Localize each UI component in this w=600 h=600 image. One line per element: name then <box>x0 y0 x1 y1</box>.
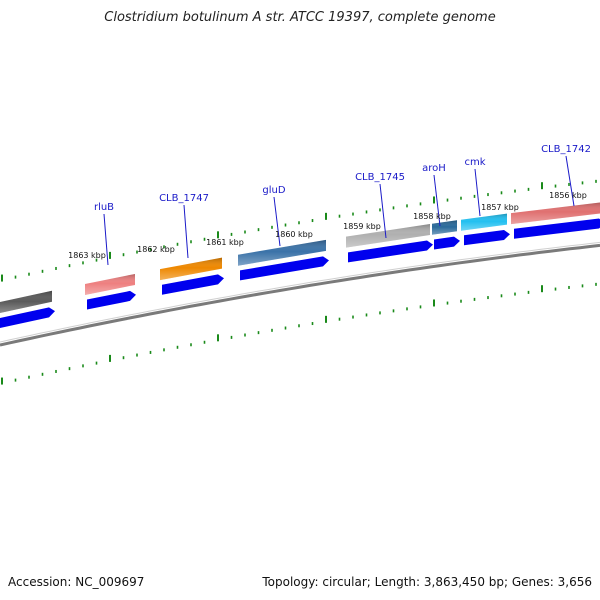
feature-bar-shade <box>238 239 326 266</box>
gene-leader-line <box>474 168 481 217</box>
gene-label: CLB_1745 <box>355 172 405 183</box>
cds-arrow <box>434 236 460 250</box>
kbp-marker: 1863 kbp <box>68 251 106 260</box>
cds-track <box>0 218 600 329</box>
gene-leader-line <box>433 174 441 227</box>
feature-bar-shade <box>346 224 430 248</box>
feature-bar-shade <box>0 290 52 314</box>
cds-arrow <box>514 218 600 239</box>
gene-labels: rluB CLB_1747 gluD CLB_1745 aroH cmk CLB_1742 <box>94 144 591 266</box>
gene-leader-line <box>379 183 387 239</box>
kbp-marker: 1856 kbp <box>549 191 587 200</box>
cds-arrow <box>348 240 433 263</box>
feature-bar-shade <box>511 202 600 225</box>
backbone-highlight <box>0 241 600 343</box>
gene-label: CLB_1747 <box>159 193 209 204</box>
cds-arrow <box>0 307 55 329</box>
genome-backbone <box>0 241 600 347</box>
cds-arrow <box>464 229 510 246</box>
accession-text: Accession: NC_009697 <box>8 575 145 589</box>
kbp-marker: 1859 kbp <box>343 222 381 231</box>
feature-bar-shade <box>85 273 135 295</box>
gene-label: gluD <box>262 185 285 196</box>
feature-bar-shade <box>432 220 457 235</box>
kbp-marker: 1860 kbp <box>275 230 313 239</box>
genome-title: Clostridium botulinum A str. ATCC 19397,… <box>104 10 496 25</box>
gene-label: rluB <box>94 202 114 213</box>
kbp-marker: 1861 kbp <box>206 238 244 247</box>
feature-bar-shade <box>461 213 507 231</box>
gene-label: CLB_1742 <box>541 144 591 155</box>
feature-bar-shade <box>160 257 222 281</box>
kbp-marker: 1862 kbp <box>137 245 175 254</box>
gene-leader-line <box>273 196 281 247</box>
kbp-marker: 1858 kbp <box>413 212 451 221</box>
cds-arrow <box>240 256 329 281</box>
tick-marks <box>1 179 597 385</box>
feature-track <box>0 202 600 314</box>
gene-label: aroH <box>422 163 446 174</box>
cds-arrow <box>87 290 136 310</box>
kbp-marker: 1857 kbp <box>481 203 519 212</box>
kbp-markers: 1863 kbp 1862 kbp 1861 kbp 1860 kbp 1859 kbp… <box>68 191 587 260</box>
gene-leader-line <box>183 204 189 259</box>
cds-arrow <box>162 274 224 295</box>
backbone-line <box>0 243 600 347</box>
gene-label: cmk <box>464 157 485 168</box>
gene-leader-line <box>103 213 109 266</box>
gene-leader-line <box>565 155 575 207</box>
genome-summary: Topology: circular; Length: 3,863,450 bp… <box>262 575 592 589</box>
